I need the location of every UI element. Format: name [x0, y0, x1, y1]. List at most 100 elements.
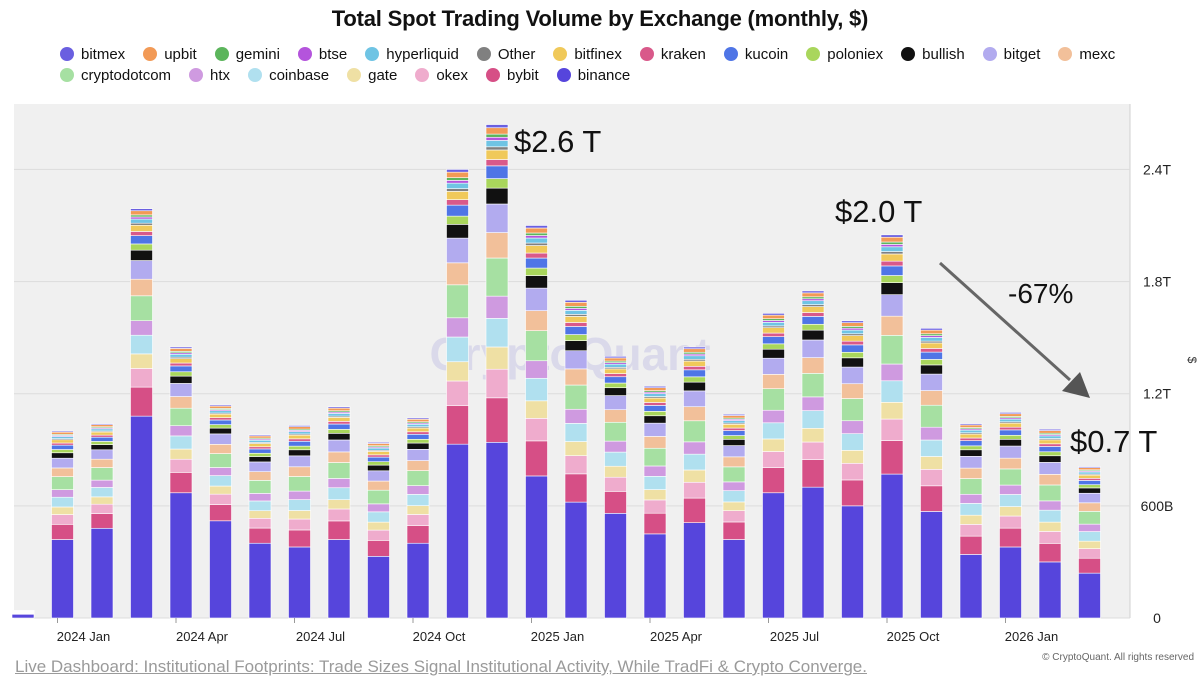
bar-stack[interactable] [880, 234, 904, 619]
bar-segment-bitget [841, 366, 864, 385]
bar-segment-cryptodotcom [841, 398, 864, 422]
bar-stack[interactable] [130, 208, 153, 619]
bar-stack[interactable] [406, 417, 430, 619]
legend-item-hyperliquid[interactable]: hyperliquid [365, 44, 459, 64]
bar-segment-btse [525, 235, 548, 239]
bar-stack[interactable] [959, 423, 983, 619]
bar-stack[interactable] [367, 442, 390, 619]
bar-segment-kraken [446, 199, 469, 206]
bar-segment-coinbase [920, 439, 943, 457]
bar-segment-htx [367, 503, 390, 513]
legend-item-kraken[interactable]: kraken [639, 44, 706, 64]
bar-segment-coinbase [525, 377, 548, 402]
legend-swatch [1058, 47, 1073, 61]
legend-label: btse [318, 45, 348, 63]
legend-item-btse[interactable]: btse [297, 44, 348, 64]
legend-swatch [60, 47, 74, 61]
bar-segment-cryptodotcom [880, 335, 904, 365]
bar-segment-gate [130, 353, 153, 369]
bar-segment-bitget [604, 395, 627, 411]
bar-segment-coinbase [51, 496, 74, 508]
legend-item-cryptodotcom[interactable]: cryptodotcom [60, 65, 171, 85]
bar-segment-bullish [406, 442, 430, 450]
bar-segment-htx [525, 360, 548, 379]
bar-segment-bybit [999, 527, 1022, 548]
legend-item-htx[interactable]: htx [189, 65, 230, 85]
bar-stack[interactable] [604, 356, 627, 619]
bar-stack[interactable] [762, 313, 785, 619]
bar-stack[interactable] [1038, 428, 1062, 619]
bar-segment-cryptodotcom [367, 489, 390, 505]
legend-swatch [347, 68, 362, 82]
bar-segment-btse [485, 136, 509, 141]
bar-stack[interactable] [327, 406, 351, 619]
bar-stack[interactable] [841, 320, 864, 619]
bar-segment-okex [288, 518, 311, 531]
legend-item-upbit[interactable]: upbit [143, 44, 197, 64]
bar-segment-htx [406, 485, 430, 495]
bar-stack[interactable] [11, 610, 35, 619]
bar-segment-bitmex [880, 234, 904, 238]
bar-segment-gate [209, 485, 232, 495]
bar-segment-kraken [999, 426, 1022, 431]
legend-item-bullish[interactable]: bullish [901, 44, 965, 64]
legend-item-bitget[interactable]: bitget [982, 44, 1040, 64]
footer-dashboard-link[interactable]: Live Dashboard: Institutional Footprints… [15, 657, 867, 676]
bar-stack[interactable] [920, 327, 943, 619]
bar-segment-htx [722, 481, 746, 491]
bar-segment-bitfinex [446, 191, 469, 200]
legend-item-coinbase[interactable]: coinbase [248, 65, 329, 85]
bar-stack[interactable] [248, 434, 272, 619]
legend-item-bitfinex[interactable]: bitfinex [553, 44, 622, 64]
bar-segment-hyperliquid [1038, 435, 1062, 439]
bar-segment-bullish [920, 364, 943, 375]
bar-stack[interactable] [1078, 466, 1101, 619]
bar-stack[interactable] [722, 413, 746, 619]
bar-stack[interactable] [643, 385, 667, 619]
legend-item-gemini[interactable]: gemini [214, 44, 280, 64]
bar-stack[interactable] [999, 412, 1022, 619]
legend-item-kucoin[interactable]: kucoin [723, 44, 788, 64]
legend-item-poloniex[interactable]: poloniex [806, 44, 883, 64]
bar-segment-gate [604, 465, 627, 478]
bar-segment-kucoin [564, 326, 588, 335]
bar-segment-mexc [920, 390, 943, 406]
bar-stack[interactable] [446, 169, 469, 619]
bar-segment-okex [920, 469, 943, 487]
bar-stack[interactable] [169, 346, 193, 619]
bar-segment-cryptodotcom [643, 447, 667, 467]
bar-stack[interactable] [683, 346, 706, 619]
bar-stack[interactable] [51, 430, 74, 619]
bar-segment-bitfinex [999, 422, 1022, 428]
bar-segment-hyperliquid [801, 300, 825, 305]
bar-segment-bitget [169, 383, 193, 397]
bar-segment-other [130, 222, 153, 226]
legend-item-other[interactable]: Other [476, 44, 535, 64]
bar-stack[interactable] [485, 124, 509, 619]
bar-segment-bitfinex [90, 431, 114, 436]
bar-stack[interactable] [801, 290, 825, 619]
bar-segment-hyperliquid [683, 355, 706, 360]
bar-segment-okex [683, 481, 706, 499]
bar-segment-bullish [130, 249, 153, 261]
bar-segment-bullish [604, 387, 627, 396]
legend-item-bybit[interactable]: bybit [486, 65, 539, 85]
bar-stack[interactable] [288, 425, 311, 619]
legend-item-mexc[interactable]: mexc [1058, 44, 1115, 64]
bar-segment-htx [999, 484, 1022, 495]
bar-stack[interactable] [564, 299, 588, 619]
bar-segment-kraken [130, 231, 153, 236]
bar-stack[interactable] [525, 225, 548, 619]
legend-item-okex[interactable]: okex [415, 65, 468, 85]
legend-item-gate[interactable]: gate [347, 65, 397, 85]
bar-stack[interactable] [90, 423, 114, 619]
bar-segment-upbit [801, 292, 825, 298]
bar-segment-bitfinex [169, 358, 193, 364]
legend-item-bitmex[interactable]: bitmex [60, 44, 125, 64]
legend-item-binance[interactable]: binance [556, 65, 630, 85]
bar-stack[interactable] [209, 404, 232, 619]
bar-segment-bybit [1038, 543, 1062, 563]
bar-segment-gate [920, 456, 943, 470]
bar-segment-binance [841, 505, 864, 619]
bar-segment-gemini [130, 214, 153, 218]
